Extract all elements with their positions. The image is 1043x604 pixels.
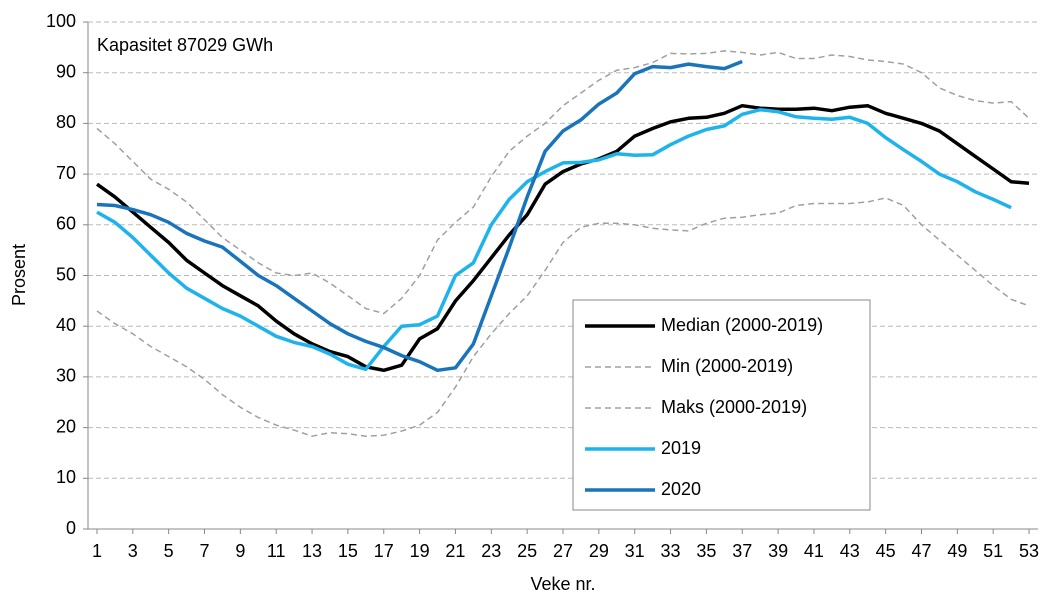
y-tick-label: 80 [56, 112, 76, 132]
x-tick-label: 43 [840, 541, 860, 561]
x-axis-label: Veke nr. [530, 574, 595, 594]
x-tick-label: 51 [983, 541, 1003, 561]
y-tick-label: 90 [56, 61, 76, 81]
y-tick-label: 10 [56, 467, 76, 487]
x-tick-label: 1 [92, 541, 102, 561]
series-line [96, 197, 1030, 437]
x-tick-label: 19 [410, 541, 430, 561]
x-tick-label: 45 [876, 541, 896, 561]
annotation: Kapasitet 87029 GWh [97, 35, 273, 55]
series-line [96, 59, 743, 373]
series-line [96, 50, 1030, 315]
x-tick-label: 37 [732, 541, 752, 561]
x-tick-label: 9 [235, 541, 245, 561]
x-tick-label: 31 [625, 541, 645, 561]
series-line [95, 103, 1030, 373]
x-tick-label: 29 [589, 541, 609, 561]
legend [572, 299, 871, 511]
x-tick-label: 39 [768, 541, 788, 561]
x-tick-label: 33 [661, 541, 681, 561]
x-tick-label: 7 [200, 541, 210, 561]
x-tick-label: 3 [128, 541, 138, 561]
y-tick-label: 100 [46, 11, 76, 31]
x-tick-label: 49 [947, 541, 967, 561]
y-tick-label: 50 [56, 264, 76, 284]
x-tick-label: 17 [374, 541, 394, 561]
series-line [96, 107, 1012, 372]
y-tick-label: 60 [56, 214, 76, 234]
x-tick-label: 53 [1019, 541, 1039, 561]
x-tick-label: 27 [553, 541, 573, 561]
x-tick-label: 35 [696, 541, 716, 561]
legend-label: Median (2000-2019) [661, 315, 823, 335]
y-tick-label: 0 [66, 518, 76, 538]
x-tick-label: 13 [302, 541, 322, 561]
x-tick-label: 23 [481, 541, 501, 561]
legend-label: 2020 [661, 479, 701, 499]
x-tick-label: 47 [911, 541, 931, 561]
legend-label: Min (2000-2019) [661, 356, 793, 376]
x-tick-label: 5 [164, 541, 174, 561]
x-tick-label: 15 [338, 541, 358, 561]
x-tick-label: 21 [445, 541, 465, 561]
x-tick-label: 11 [267, 541, 286, 561]
legend-label: 2019 [661, 438, 701, 458]
y-tick-label: 40 [56, 315, 76, 335]
y-tick-label: 20 [56, 416, 76, 436]
y-axis-label: Prosent [9, 244, 29, 306]
legend-label: Maks (2000-2019) [661, 397, 807, 417]
y-tick-label: 30 [56, 366, 76, 386]
x-tick-label: 41 [804, 541, 824, 561]
y-tick-label: 70 [56, 163, 76, 183]
x-tick-label: 25 [517, 541, 537, 561]
